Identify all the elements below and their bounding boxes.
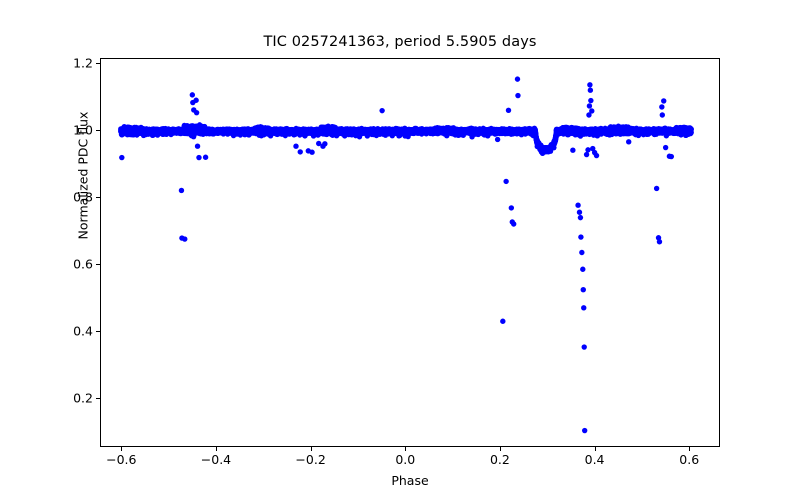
y-tick-mark [96, 197, 100, 199]
y-tick-label: 0.6 [73, 256, 93, 272]
x-tick-mark [689, 447, 691, 451]
x-tick-label: 0.4 [584, 452, 605, 467]
x-tick-mark [121, 447, 123, 451]
x-tick-mark [499, 447, 502, 451]
x-tick-mark [594, 447, 596, 451]
x-axis-label: Phase [391, 473, 429, 488]
y-tick-label-group: 0.2 0.4 0.6 0.8 1.0 1.2 [48, 0, 93, 500]
x-tick-label: −0.6 [106, 452, 137, 467]
y-tick-label: 0.2 [73, 390, 93, 406]
x-tick-mark [215, 447, 218, 451]
y-tick-label: 0.4 [73, 323, 93, 339]
y-tick-mark [96, 264, 100, 266]
y-tick-mark [96, 130, 100, 132]
x-tick-label: −0.2 [295, 452, 326, 467]
plot-area [100, 58, 720, 447]
y-tick-label: 0.8 [73, 189, 93, 205]
x-tick-label: −0.4 [200, 452, 232, 467]
y-tick-label: 1.0 [73, 122, 93, 138]
y-tick-label: 1.2 [73, 55, 93, 71]
x-tick-label: 0.6 [679, 452, 700, 467]
y-tick-mark [96, 63, 100, 65]
x-tick-mark [310, 447, 312, 451]
y-tick-mark [96, 398, 100, 400]
chart-title: TIC 0257241363, period 5.5905 days [263, 34, 537, 50]
x-tick-mark [405, 447, 407, 451]
scatter-series-normalized-pdc-flux [101, 59, 719, 446]
y-tick-mark [96, 331, 100, 333]
scatter-canvas [118, 76, 694, 434]
x-tick-label: 0.0 [395, 452, 416, 467]
x-tick-label: 0.2 [489, 452, 510, 467]
